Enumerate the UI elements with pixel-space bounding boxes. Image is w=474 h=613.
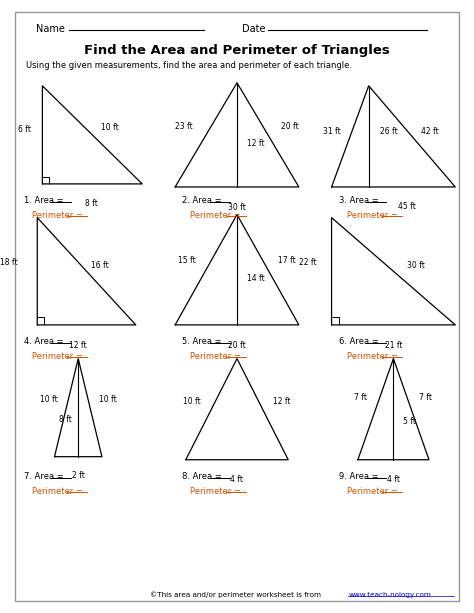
Text: 2. Area =: 2. Area = <box>182 196 225 205</box>
Text: Perimeter =: Perimeter = <box>339 352 401 361</box>
Text: Find the Area and Perimeter of Triangles: Find the Area and Perimeter of Triangles <box>84 44 390 58</box>
Text: Name: Name <box>36 24 64 34</box>
Text: 12 ft: 12 ft <box>246 139 264 148</box>
Text: Date: Date <box>242 24 265 34</box>
Text: 5. Area =: 5. Area = <box>182 337 225 346</box>
Text: 30 ft: 30 ft <box>228 202 246 211</box>
Text: Perimeter =: Perimeter = <box>24 487 85 496</box>
Text: 45 ft: 45 ft <box>398 202 416 211</box>
Text: 4 ft: 4 ft <box>230 475 244 484</box>
Text: 30 ft: 30 ft <box>407 261 425 270</box>
Text: 4 ft: 4 ft <box>387 475 400 484</box>
Text: Perimeter =: Perimeter = <box>182 352 244 361</box>
Text: 2 ft: 2 ft <box>72 471 85 481</box>
Text: 10 ft: 10 ft <box>183 397 201 406</box>
Text: www.teach-nology.com: www.teach-nology.com <box>348 592 431 598</box>
Text: 15 ft: 15 ft <box>178 256 196 265</box>
Text: 12 ft: 12 ft <box>69 341 87 350</box>
Text: 20 ft: 20 ft <box>281 122 299 131</box>
Text: Perimeter =: Perimeter = <box>339 487 401 496</box>
Text: 20 ft: 20 ft <box>228 341 246 351</box>
Text: 9. Area =: 9. Area = <box>339 472 381 481</box>
Text: ©This area and/or perimeter worksheet is from: ©This area and/or perimeter worksheet is… <box>150 592 324 598</box>
Text: 26 ft: 26 ft <box>380 127 397 136</box>
Text: 12 ft: 12 ft <box>273 397 291 406</box>
Text: 23 ft: 23 ft <box>175 122 193 131</box>
Text: Perimeter =: Perimeter = <box>182 487 244 496</box>
Text: Perimeter =: Perimeter = <box>339 211 401 220</box>
Text: 31 ft: 31 ft <box>323 127 341 136</box>
Text: 14 ft: 14 ft <box>246 274 264 283</box>
Text: 21 ft: 21 ft <box>384 341 402 350</box>
Text: 1. Area =: 1. Area = <box>24 196 66 205</box>
Text: 7. Area =: 7. Area = <box>24 472 66 481</box>
Text: 18 ft: 18 ft <box>0 258 18 267</box>
Text: 6. Area =: 6. Area = <box>339 337 381 346</box>
Text: 17 ft: 17 ft <box>278 256 296 265</box>
Text: 10 ft: 10 ft <box>101 123 119 132</box>
Text: Using the given measurements, find the area and perimeter of each triangle.: Using the given measurements, find the a… <box>26 61 352 70</box>
Text: Perimeter =: Perimeter = <box>24 352 85 361</box>
Text: 5 ft: 5 ft <box>403 417 416 426</box>
Text: Perimeter =: Perimeter = <box>182 211 244 220</box>
Text: 42 ft: 42 ft <box>421 127 438 136</box>
Text: 8 ft: 8 ft <box>84 199 98 208</box>
Text: 10 ft: 10 ft <box>40 395 57 405</box>
Text: 8. Area =: 8. Area = <box>182 472 225 481</box>
Text: 10 ft: 10 ft <box>99 395 117 405</box>
Text: 7 ft: 7 ft <box>419 392 432 402</box>
Text: 16 ft: 16 ft <box>91 261 109 270</box>
Text: 22 ft: 22 ft <box>299 258 317 267</box>
Text: 6 ft: 6 ft <box>18 126 31 134</box>
Text: 3. Area =: 3. Area = <box>339 196 381 205</box>
Text: 4. Area =: 4. Area = <box>24 337 66 346</box>
Text: Perimeter =: Perimeter = <box>24 211 85 220</box>
Text: 7 ft: 7 ft <box>355 392 367 402</box>
Text: 8 ft: 8 ft <box>59 415 72 424</box>
